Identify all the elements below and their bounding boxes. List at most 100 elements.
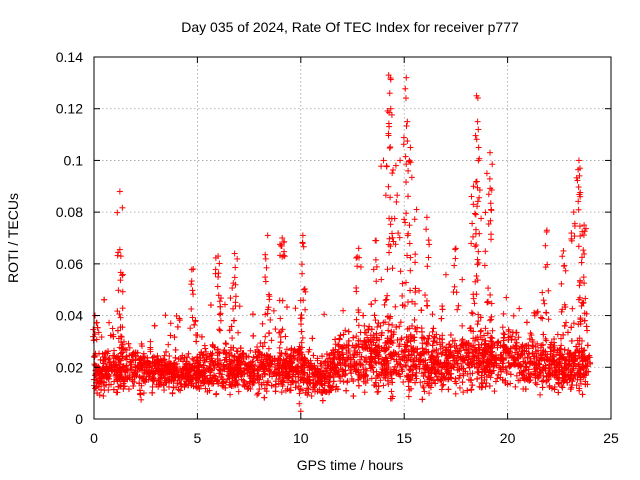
roti-peak-point: [413, 206, 420, 213]
roti-point: [486, 175, 493, 182]
roti-point: [409, 372, 416, 379]
y-tick-label: 0: [75, 411, 83, 427]
roti-point: [223, 341, 230, 348]
roti-point: [277, 315, 284, 322]
roti-point: [262, 255, 269, 262]
roti-point: [539, 315, 546, 322]
roti-point: [421, 388, 428, 395]
roti-point: [531, 312, 538, 319]
roti-point: [114, 209, 121, 216]
roti-point: [474, 321, 481, 328]
roti-point: [229, 378, 236, 385]
roti-point: [385, 120, 392, 127]
roti-point: [299, 270, 306, 277]
roti-point: [561, 322, 568, 329]
roti-point: [488, 231, 495, 238]
roti-point: [452, 255, 459, 262]
roti-point: [494, 375, 501, 382]
roti-point: [503, 294, 510, 301]
roti-point: [345, 328, 352, 335]
y-tick-label: 0.12: [56, 101, 83, 117]
roti-point: [545, 287, 552, 294]
roti-point: [140, 390, 147, 397]
roti-point: [482, 325, 489, 332]
roti-point: [276, 297, 283, 304]
roti-point: [389, 265, 396, 272]
roti-point: [149, 383, 156, 390]
roti-peak-point: [575, 157, 582, 164]
roti-point: [364, 334, 371, 341]
roti-point: [357, 264, 364, 271]
roti-point: [406, 157, 413, 164]
roti-peak-point: [355, 245, 362, 252]
roti-point: [489, 161, 496, 168]
roti-point: [417, 379, 424, 386]
roti-point: [473, 178, 480, 185]
roti-point: [423, 297, 430, 304]
roti-point: [563, 319, 570, 326]
roti-point: [468, 309, 475, 316]
roti-point: [403, 210, 410, 217]
roti-peak-point: [452, 245, 459, 252]
roti-point: [147, 338, 154, 345]
y-tick-label: 0.04: [56, 308, 83, 324]
roti-peak-point: [560, 247, 567, 254]
roti-point: [388, 388, 395, 395]
roti-point: [459, 322, 466, 329]
roti-point: [277, 339, 284, 346]
roti-point: [355, 322, 362, 329]
roti-point: [385, 327, 392, 334]
roti-point: [405, 193, 412, 200]
roti-point: [254, 391, 261, 398]
roti-point: [419, 396, 426, 403]
roti-point: [385, 183, 392, 190]
roti-point: [250, 354, 257, 361]
roti-point: [350, 393, 357, 400]
roti-point: [140, 350, 147, 357]
roti-point: [400, 141, 407, 148]
roti-point: [282, 333, 289, 340]
roti-point: [121, 383, 128, 390]
roti-point: [213, 390, 220, 397]
roti-point: [468, 240, 475, 247]
roti-point: [499, 324, 506, 331]
roti-point: [308, 393, 315, 400]
roti-point: [266, 296, 273, 303]
roti-point: [528, 332, 535, 339]
roti-point: [561, 346, 568, 353]
roti-point: [404, 138, 411, 145]
roti-point: [402, 85, 409, 92]
roti-point: [468, 193, 475, 200]
roti-point: [337, 332, 344, 339]
roti-point: [366, 323, 373, 330]
roti-point: [487, 185, 494, 192]
roti-point: [301, 285, 308, 292]
data-points: [90, 72, 594, 415]
roti-point: [401, 216, 408, 223]
chart-title: Day 035 of 2024, Rate Of TEC Index for r…: [181, 19, 519, 35]
roti-point: [355, 382, 362, 389]
roti-point: [407, 287, 414, 294]
roti-point: [422, 292, 429, 299]
roti-point: [554, 331, 561, 338]
roti-point: [451, 262, 458, 269]
roti-point: [405, 167, 412, 174]
roti-point: [438, 386, 445, 393]
roti-point: [429, 328, 436, 335]
roti-point: [430, 338, 437, 345]
roti-point: [411, 316, 418, 323]
roti-point: [372, 317, 379, 324]
roti-point: [332, 336, 339, 343]
roti-point: [265, 345, 272, 352]
roti-point: [539, 378, 546, 385]
roti-point: [469, 220, 476, 227]
roti-point: [545, 316, 552, 323]
roti-point: [397, 268, 404, 275]
roti-point: [262, 278, 269, 285]
roti-point: [485, 285, 492, 292]
roti-point: [261, 339, 268, 346]
x-tick-label: 10: [293, 430, 309, 446]
roti-point: [469, 233, 476, 240]
roti-point: [423, 226, 430, 233]
roti-point: [298, 321, 305, 328]
